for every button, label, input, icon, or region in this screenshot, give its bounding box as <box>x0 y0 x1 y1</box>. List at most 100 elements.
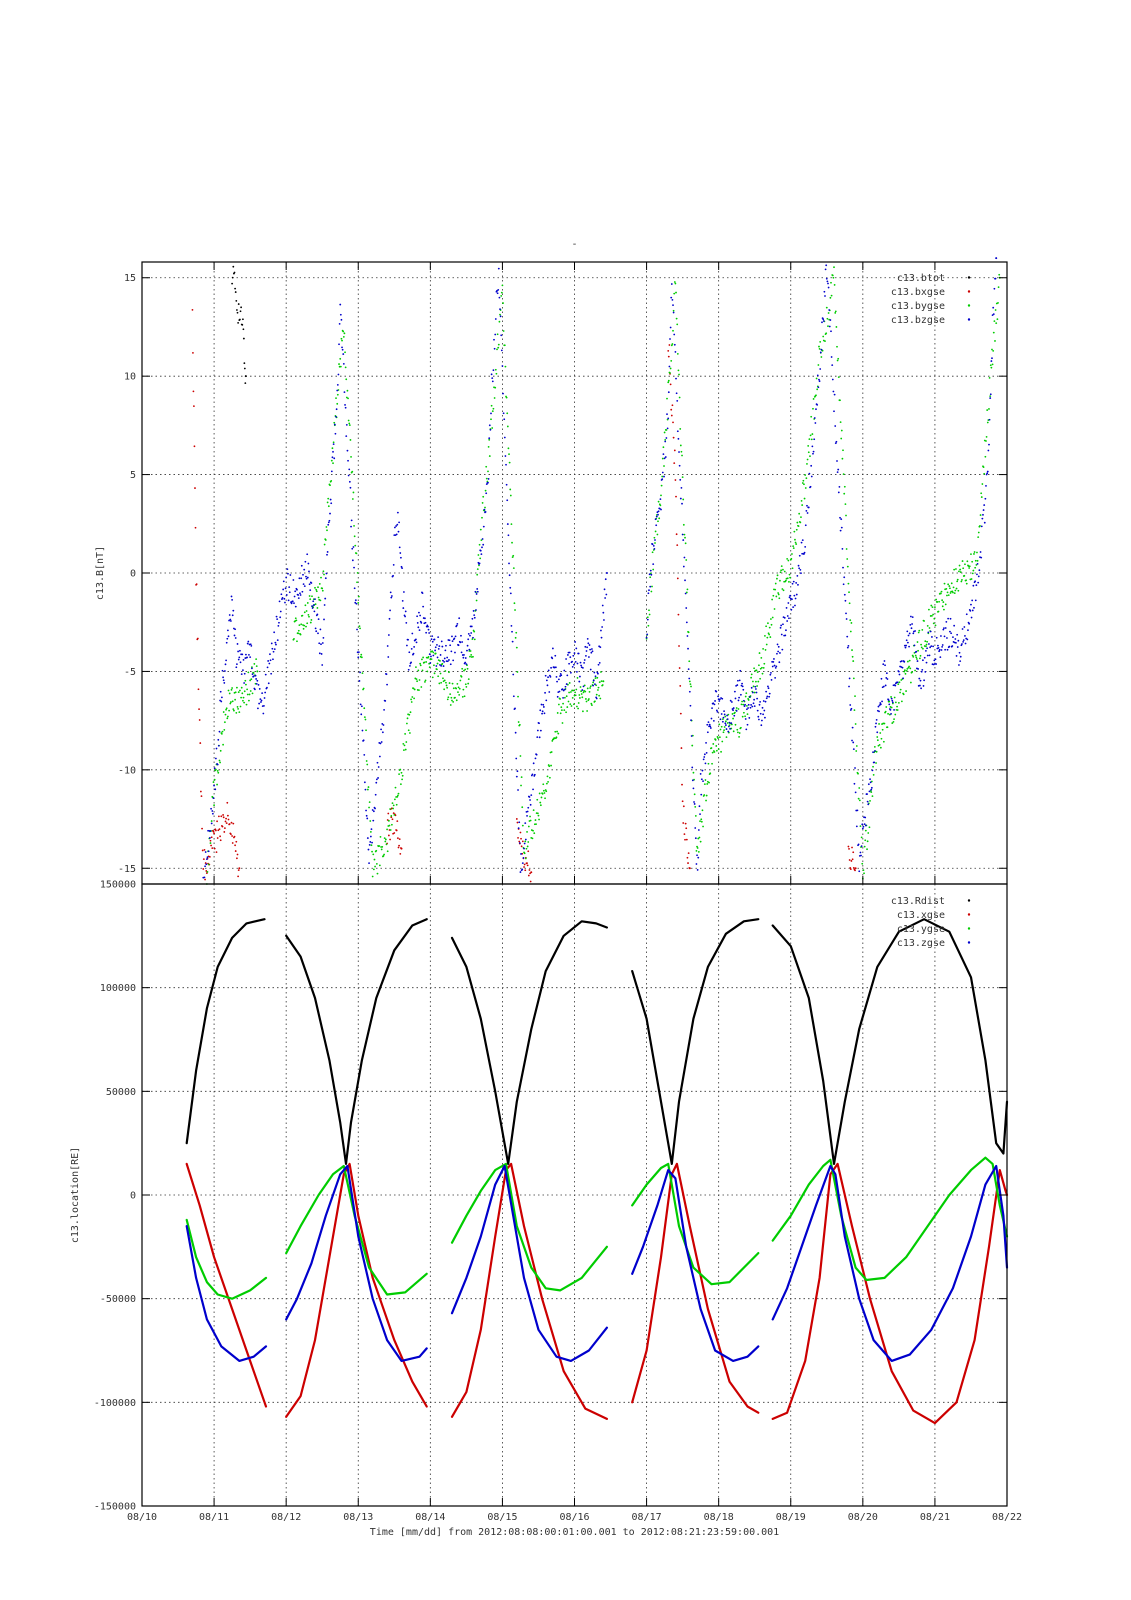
data-point <box>315 588 318 591</box>
data-point <box>979 514 982 516</box>
data-point <box>653 548 656 550</box>
data-point <box>199 742 202 744</box>
data-point <box>360 705 363 708</box>
data-point <box>710 747 713 749</box>
data-point <box>652 568 655 571</box>
data-point <box>845 618 848 620</box>
data-point <box>571 697 574 699</box>
data-point <box>557 732 560 735</box>
data-point <box>379 742 382 745</box>
data-point <box>692 771 695 774</box>
data-point <box>296 588 298 591</box>
data-point <box>769 636 772 638</box>
data-point <box>310 619 313 621</box>
data-point <box>448 682 451 684</box>
data-point <box>974 559 977 562</box>
data-point <box>194 487 196 489</box>
data-point <box>449 663 452 666</box>
data-point <box>240 696 243 699</box>
data-point <box>387 819 390 822</box>
data-point <box>444 649 447 652</box>
series-line <box>771 1162 1009 1425</box>
data-point <box>660 484 663 487</box>
data-point <box>901 666 904 669</box>
data-point <box>308 615 310 618</box>
data-point <box>375 781 378 784</box>
data-point <box>463 654 465 656</box>
data-point <box>746 723 749 726</box>
data-point <box>807 451 810 454</box>
data-point <box>415 638 417 641</box>
data-point <box>943 582 946 585</box>
data-point <box>540 796 543 799</box>
data-point <box>904 672 907 675</box>
data-point <box>481 546 483 549</box>
data-point <box>861 823 864 826</box>
data-point <box>497 288 500 291</box>
data-point <box>835 326 838 328</box>
data-point <box>657 513 659 516</box>
data-point <box>390 596 393 599</box>
data-point <box>499 315 502 318</box>
data-point <box>977 531 980 534</box>
data-point <box>656 533 659 536</box>
data-point <box>364 788 367 791</box>
data-point <box>684 838 686 841</box>
data-point <box>239 649 241 652</box>
data-point <box>494 386 497 389</box>
data-point <box>827 312 830 314</box>
data-point <box>750 704 753 706</box>
data-point <box>281 597 284 599</box>
data-point <box>944 627 947 629</box>
data-point <box>339 357 342 360</box>
data-point <box>576 705 578 708</box>
data-point <box>718 736 721 739</box>
data-point <box>873 745 876 748</box>
data-point <box>409 711 412 714</box>
data-point <box>306 602 309 604</box>
data-point <box>543 712 546 715</box>
data-point <box>249 690 252 692</box>
data-point <box>213 832 215 835</box>
data-point <box>387 812 390 815</box>
data-point <box>328 519 331 522</box>
data-point <box>280 593 283 596</box>
data-point <box>380 848 383 851</box>
data-point <box>724 724 727 726</box>
data-point <box>803 483 805 486</box>
data-point <box>834 310 837 313</box>
data-point <box>923 679 926 682</box>
data-point <box>469 650 472 652</box>
data-point <box>653 536 656 539</box>
data-point <box>992 306 995 309</box>
data-point <box>241 653 244 656</box>
data-point <box>790 608 793 611</box>
data-point <box>689 683 692 686</box>
data-point <box>958 664 960 666</box>
data-point <box>886 678 889 680</box>
data-point <box>341 339 343 342</box>
data-point <box>248 693 251 696</box>
data-point <box>311 605 313 608</box>
data-point <box>451 640 454 643</box>
data-point <box>536 729 539 732</box>
data-point <box>439 663 441 666</box>
data-point <box>689 704 692 707</box>
data-point <box>681 476 684 479</box>
data-point <box>915 650 918 653</box>
data-point <box>540 703 543 706</box>
data-point <box>929 630 932 633</box>
data-point <box>773 608 776 610</box>
data-point <box>202 868 205 870</box>
data-point <box>527 825 530 828</box>
data-point <box>480 539 483 542</box>
data-point <box>992 313 995 316</box>
data-point <box>590 651 593 654</box>
data-point <box>286 568 289 571</box>
data-point <box>925 661 928 664</box>
data-point <box>782 568 784 571</box>
data-point <box>332 462 334 465</box>
bottom-legend-label: c13.Rdist <box>891 896 945 907</box>
data-point <box>517 827 520 830</box>
data-point <box>565 711 567 714</box>
